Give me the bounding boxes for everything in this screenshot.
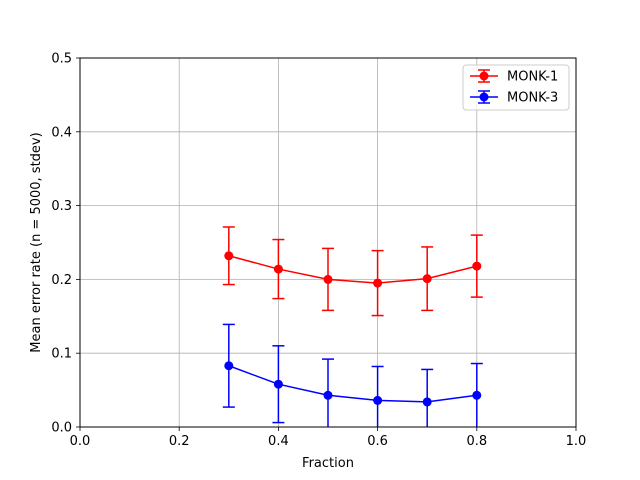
legend: MONK-1 MONK-3 [462,64,570,111]
series-line [228,255,477,284]
x-tick-label: 0.0 [70,434,91,449]
y-tick-label: 0.2 [51,273,72,288]
data-point [273,264,283,274]
data-point [472,390,482,400]
y-tick-label: 0.3 [51,199,72,214]
series-layer [222,226,483,427]
legend-item: MONK-3 [470,90,558,106]
legend-marker [479,71,489,81]
series-monk-1 [222,226,483,317]
x-tick-label: 0.2 [169,434,190,449]
legend-item: MONK-1 [470,69,558,85]
x-tick-label: 1.0 [566,434,587,449]
y-axis: 0.0 0.1 0.2 0.3 0.4 0.5 [51,52,80,436]
y-tick-label: 0.0 [51,421,72,436]
data-point [472,261,482,271]
data-point [224,361,234,371]
x-axis: 0.0 0.2 0.4 0.6 0.8 1.0 [70,427,587,449]
data-point [373,395,383,405]
data-point [422,397,432,407]
y-tick-label: 0.5 [51,52,72,67]
y-axis-label: Mean error rate (n = 5000, stdev) [29,132,44,352]
data-point [323,390,333,400]
x-tick-label: 0.4 [268,434,289,449]
y-tick-label: 0.1 [51,347,72,362]
legend-marker [479,92,489,102]
data-point [373,278,383,288]
data-point [422,274,432,284]
data-point [224,251,234,261]
legend-label: MONK-1 [507,70,558,85]
series-line [228,365,477,403]
x-axis-label: Fraction [302,456,354,471]
y-tick-label: 0.4 [51,125,72,140]
x-tick-label: 0.6 [367,434,388,449]
legend-label: MONK-3 [507,91,558,106]
series-monk-3 [222,323,483,427]
data-point [323,274,333,284]
data-point [273,379,283,389]
x-tick-label: 0.8 [466,434,487,449]
plot-frame [79,57,577,428]
